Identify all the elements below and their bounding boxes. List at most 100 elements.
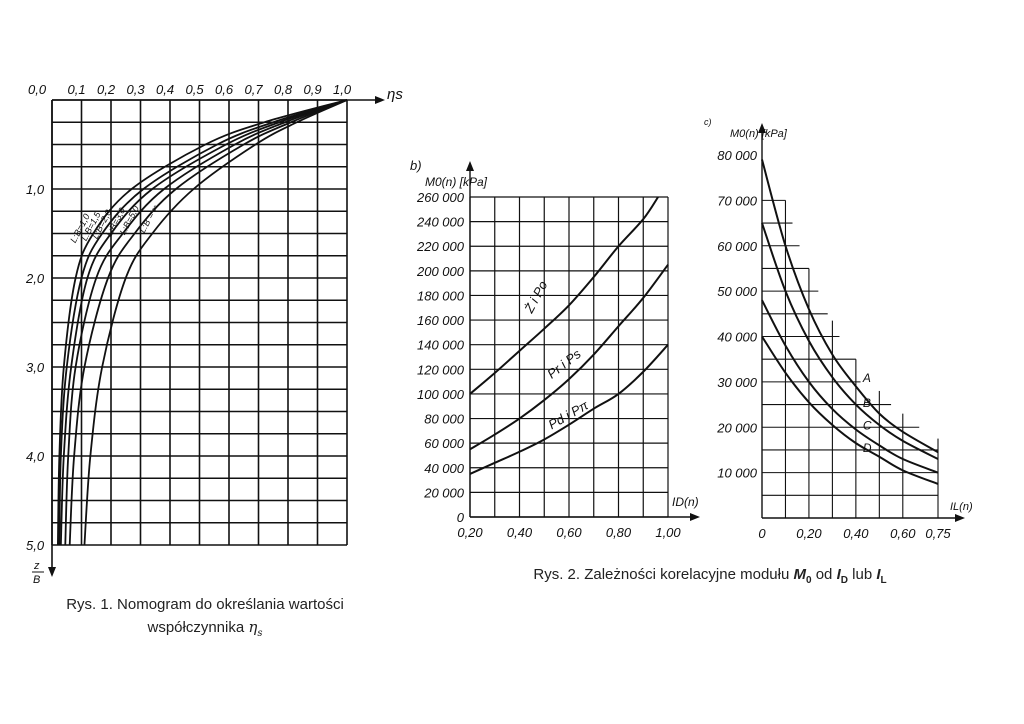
series-line-1 (58, 99, 348, 546)
x-tick-label: 0,3 (127, 82, 146, 97)
x-tick-label: 0,7 (245, 82, 264, 97)
y-tick-label: 260 000 (416, 190, 465, 205)
y-tick-label: 180 000 (417, 288, 465, 303)
y-tick-label: 20 000 (716, 420, 758, 435)
m0-subscript: 0 (805, 575, 812, 586)
y-tick-label: 100 000 (417, 387, 465, 402)
x-tick-label: 0,2 (97, 82, 116, 97)
id-subscript: D (840, 575, 848, 586)
series-line-4 (68, 99, 348, 546)
y-axis-arrow-icon (48, 567, 56, 577)
x-tick-label: 0,0 (28, 82, 47, 97)
series-line-1 (469, 264, 669, 451)
y-tick-label: 0 (457, 510, 465, 525)
y-tick-label: 120 000 (417, 362, 465, 377)
series-label: Pr i Ps (544, 346, 584, 382)
x-tick-label: 0,75 (925, 526, 951, 541)
series-line-0 (761, 159, 939, 454)
x-tick-label: 0,40 (507, 525, 533, 540)
x-tick-label: 0,60 (890, 526, 916, 541)
series-line-2 (59, 99, 348, 546)
x-axis-arrow-icon (955, 514, 965, 522)
y-tick-label: 1,0 (26, 182, 45, 197)
x-tick-label: 0 (758, 526, 766, 541)
x-axis-arrow-icon (690, 513, 700, 521)
y-axis-arrow-icon (466, 161, 474, 171)
series-line-0 (469, 196, 659, 395)
y-tick-label: 3,0 (26, 360, 45, 375)
x-axis-label: IL(n) (950, 501, 973, 513)
series-label: D (863, 441, 872, 455)
caption-text: współczynnika (147, 619, 245, 636)
caption-line-2: współczynnika ηs (40, 616, 370, 645)
y-tick-label: 60 000 (424, 436, 465, 451)
caption-line-1: Rys. 1. Nomogram do określania wartości (66, 596, 344, 613)
il-symbol: I (876, 566, 881, 583)
y-tick-label: 5,0 (26, 538, 45, 553)
x-tick-label: 0,20 (457, 525, 483, 540)
il-subscript: L (880, 575, 887, 586)
m0-symbol: M (793, 566, 806, 583)
panel-label: c) (704, 117, 712, 127)
series-line-5 (83, 99, 348, 546)
id-symbol: I (836, 566, 841, 583)
y-tick-label: 2,0 (25, 271, 45, 286)
series-line-3 (64, 99, 348, 546)
x-axis-label: ηs (387, 86, 403, 103)
series-label: B (863, 396, 871, 410)
figure-2-caption: Rys. 2. Zależności korelacyjne modułu M0… (480, 566, 940, 586)
y-tick-label: 40 000 (717, 330, 758, 345)
x-tick-label: 0,5 (186, 82, 205, 97)
y-axis-label-numerator: z (33, 560, 40, 572)
y-tick-label: 20 000 (423, 485, 465, 500)
y-tick-label: 60 000 (717, 239, 758, 254)
y-axis-label: M0(n) [kPa] (730, 128, 788, 140)
x-tick-label: 0,9 (304, 82, 322, 97)
x-tick-label: 0,8 (274, 82, 293, 97)
series-line-3 (761, 335, 939, 485)
y-tick-label: 240 000 (416, 215, 465, 230)
eta-symbol: η (248, 618, 258, 636)
series-label: A (862, 371, 871, 385)
y-axis-arrow-icon (758, 123, 766, 133)
panel-label: b) (410, 158, 422, 173)
y-tick-label: 70 000 (717, 193, 758, 208)
series-line-1 (761, 222, 939, 460)
y-axis-label-denominator: B (33, 574, 40, 586)
y-tick-label: 40 000 (424, 461, 465, 476)
y-tick-label: 80 000 (717, 148, 758, 163)
series-label: Ż i Po (521, 278, 551, 316)
y-axis-label: M0(n) [kPa] (425, 175, 488, 189)
y-tick-label: 80 000 (424, 412, 465, 427)
y-tick-label: 200 000 (416, 264, 465, 279)
series-line-0 (57, 99, 348, 546)
x-tick-label: 0,4 (156, 82, 174, 97)
x-tick-label: 0,1 (68, 82, 86, 97)
caption-text: od (815, 566, 833, 583)
series-label: C (863, 419, 872, 433)
y-tick-label: 50 000 (717, 284, 758, 299)
y-tick-label: 4,0 (26, 449, 45, 464)
x-tick-label: 0,6 (215, 82, 234, 97)
y-tick-label: 30 000 (717, 375, 758, 390)
x-axis-label: ID(n) (672, 495, 699, 509)
x-tick-label: 1,0 (333, 82, 352, 97)
y-tick-label: 220 000 (416, 239, 465, 254)
y-tick-label: 140 000 (417, 338, 465, 353)
series-line-2 (761, 299, 939, 474)
x-axis-arrow-icon (375, 96, 385, 104)
caption-text: lub (852, 566, 873, 583)
x-tick-label: 0,40 (843, 526, 869, 541)
y-tick-label: 160 000 (417, 313, 465, 328)
x-tick-label: 0,60 (556, 525, 582, 540)
figure-1-caption: Rys. 1. Nomogram do określania wartości … (40, 594, 370, 645)
series-line-2 (469, 344, 669, 475)
x-tick-label: 0,80 (606, 525, 632, 540)
y-tick-label: 10 000 (717, 466, 758, 481)
x-tick-label: 0,20 (796, 526, 822, 541)
x-tick-label: 1,00 (655, 525, 681, 540)
eta-subscript: s (257, 628, 263, 639)
caption-text: Rys. 2. Zależności korelacyjne modułu (533, 566, 790, 583)
